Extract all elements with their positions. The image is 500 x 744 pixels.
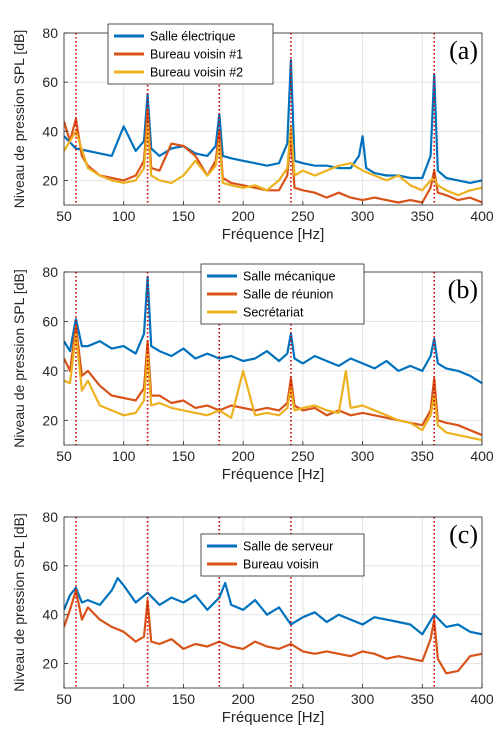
x-axis-label: Fréquence [Hz] — [222, 466, 325, 483]
y-tick-label: 60 — [42, 558, 58, 574]
x-tick-label: 250 — [291, 208, 315, 224]
legend-label: Salle de serveur — [243, 540, 333, 554]
legend-label: Bureau voisin — [243, 558, 319, 572]
x-tick-label: 100 — [112, 691, 136, 707]
series-line-3 — [64, 122, 482, 197]
panel-3: 50 100 150 200 250 300 350 400 20 40 60 80 Fréquence… — [11, 509, 494, 726]
legend-label: Salle de réunion — [243, 288, 333, 302]
x-tick-label: 150 — [172, 208, 196, 224]
x-axis-label: Fréquence [Hz] — [222, 226, 325, 243]
x-tick-label: 300 — [351, 208, 375, 224]
legend-label: Salle mécanique — [243, 270, 335, 284]
x-tick-label: 200 — [231, 208, 255, 224]
series-line-1 — [64, 576, 482, 636]
x-tick-label: 50 — [56, 448, 72, 464]
x-tick-label: 400 — [470, 691, 494, 707]
y-tick-label: 20 — [42, 412, 58, 428]
y-tick-label: 80 — [42, 509, 58, 525]
panel-2: 50 100 150 200 250 300 350 400 20 40 60 80 Fréquence… — [11, 263, 494, 483]
series-line-1 — [64, 275, 482, 385]
x-tick-label: 350 — [411, 208, 435, 224]
x-tick-label: 250 — [291, 691, 315, 707]
legend-label: Bureau voisin #1 — [150, 48, 243, 62]
x-tick-label: 300 — [351, 691, 375, 707]
axes-box — [63, 516, 483, 689]
panel-label: (c) — [449, 520, 478, 549]
panel-label: (b) — [448, 275, 478, 304]
y-axis-label: Niveau de pression SPL [dB] — [11, 269, 27, 447]
y-tick-label: 40 — [42, 607, 58, 623]
x-axis-label: Fréquence [Hz] — [222, 709, 325, 726]
x-tick-label: 350 — [411, 691, 435, 707]
x-tick-label: 50 — [56, 208, 72, 224]
y-axis-label: Niveau de pression SPL [dB] — [11, 513, 27, 691]
legend: Salle électrique Bureau voisin #1 Bureau v… — [107, 23, 274, 85]
legend-label: Salle électrique — [150, 30, 236, 44]
x-tick-label: 200 — [231, 448, 255, 464]
series-line-2 — [64, 108, 482, 204]
y-tick-label: 20 — [42, 172, 58, 188]
y-tick-label: 80 — [42, 25, 58, 41]
panel-label: (a) — [449, 36, 478, 65]
x-tick-label: 100 — [112, 448, 136, 464]
x-tick-label: 350 — [411, 448, 435, 464]
y-tick-label: 80 — [42, 264, 58, 280]
y-tick-label: 60 — [42, 313, 58, 329]
y-tick-label: 60 — [42, 74, 58, 90]
y-tick-label: 20 — [42, 656, 58, 672]
panel-1: 50 100 150 200 250 300 350 400 20 40 60 80 Fréquence… — [11, 23, 494, 243]
legend-label: Secrétariat — [243, 306, 304, 320]
legend: Salle mécanique Salle de réunion Secrétari… — [200, 263, 365, 325]
series-line-1 — [64, 58, 482, 184]
x-tick-label: 250 — [291, 448, 315, 464]
x-tick-label: 100 — [112, 208, 136, 224]
series-line-2 — [64, 325, 482, 437]
legend: Salle de serveur Bureau voisin — [200, 533, 365, 577]
x-tick-label: 300 — [351, 448, 375, 464]
legend-label: Bureau voisin #2 — [150, 66, 243, 80]
x-tick-label: 150 — [172, 691, 196, 707]
legend-box — [200, 533, 365, 577]
series-line-2 — [64, 589, 482, 675]
x-tick-label: 400 — [470, 208, 494, 224]
x-tick-label: 50 — [56, 691, 72, 707]
x-tick-label: 150 — [172, 448, 196, 464]
y-tick-label: 40 — [42, 123, 58, 139]
y-axis-label: Niveau de pression SPL [dB] — [11, 30, 27, 208]
x-tick-label: 400 — [470, 448, 494, 464]
series-line-3 — [64, 332, 482, 442]
x-tick-label: 200 — [231, 691, 255, 707]
y-tick-label: 40 — [42, 363, 58, 379]
